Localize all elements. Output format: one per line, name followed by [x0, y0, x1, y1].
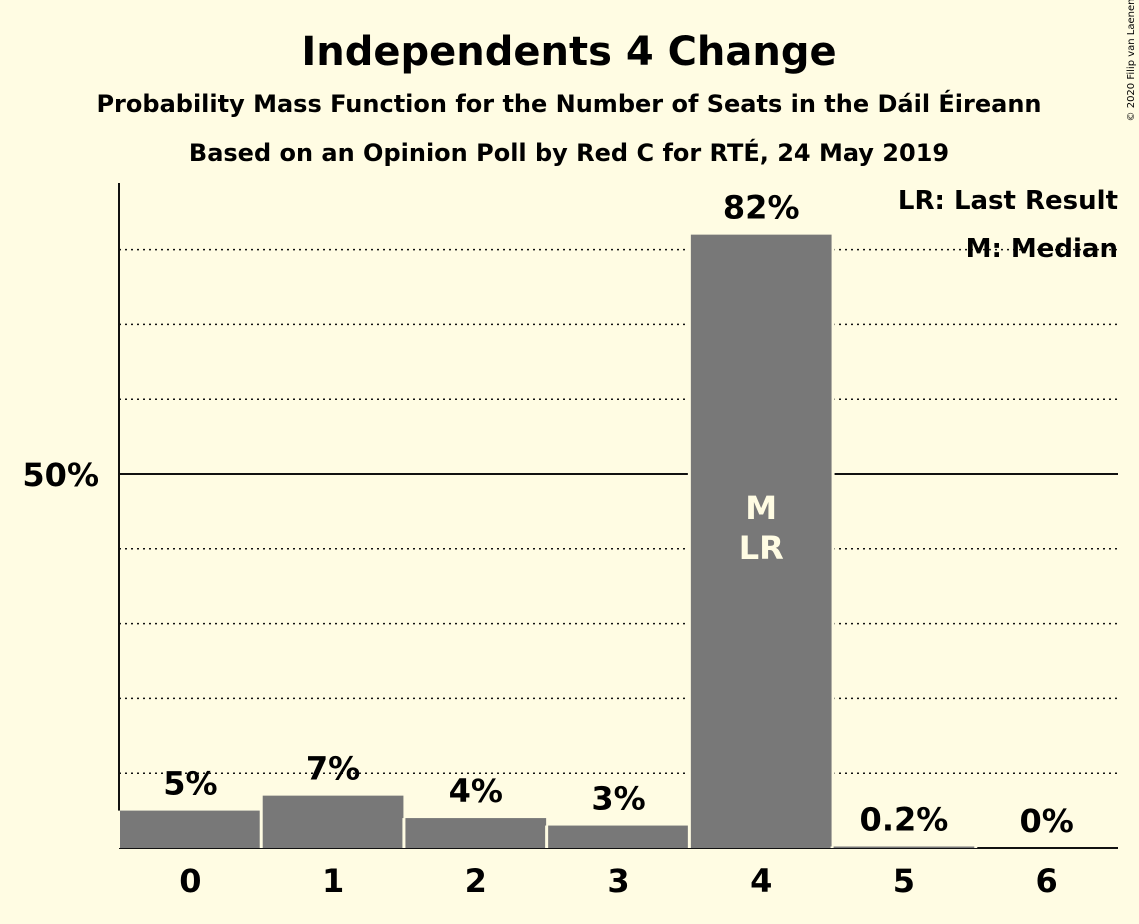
x-tick-label-3: 3: [607, 862, 629, 900]
x-tick-label-1: 1: [322, 862, 344, 900]
data-label-2: 4%: [449, 772, 503, 810]
x-tick-label-4: 4: [750, 862, 772, 900]
grid-layer: [118, 183, 1118, 849]
bar-3: [548, 825, 689, 848]
chart-title: Independents 4 Change: [301, 29, 836, 75]
copyright: © 2020 Filip van Laenen: [1126, 0, 1137, 121]
bar-layer: [117, 234, 978, 848]
bar-4: [690, 234, 832, 848]
data-label-5: 0.2%: [860, 801, 949, 839]
legend-median: M: Median: [966, 234, 1118, 264]
x-tick-label-6: 6: [1036, 862, 1058, 900]
bar-5: [833, 846, 975, 848]
data-label-4: 82%: [723, 189, 800, 227]
x-tick-label-2: 2: [465, 862, 487, 900]
y-tick-label: 50%: [22, 456, 99, 494]
data-label-0: 5%: [163, 765, 217, 803]
median-marker: M: [745, 489, 777, 527]
legend-last-result: LR: Last Result: [898, 186, 1118, 216]
chart-subtitle: Probability Mass Function for the Number…: [96, 89, 1041, 118]
x-tick-label-0: 0: [179, 862, 201, 900]
data-label-1: 7%: [306, 750, 360, 788]
last-result-marker: LR: [739, 529, 784, 567]
bar-1: [262, 795, 404, 848]
text-layer: Independents 4 Change Probability Mass F…: [22, 0, 1137, 900]
bar-2: [405, 818, 547, 848]
chart-subtitle-2: Based on an Opinion Poll by Red C for RT…: [189, 138, 949, 167]
bar-0: [120, 810, 261, 848]
data-label-6: 0%: [1019, 802, 1073, 840]
data-label-3: 3%: [591, 780, 645, 818]
x-tick-label-5: 5: [893, 862, 915, 900]
